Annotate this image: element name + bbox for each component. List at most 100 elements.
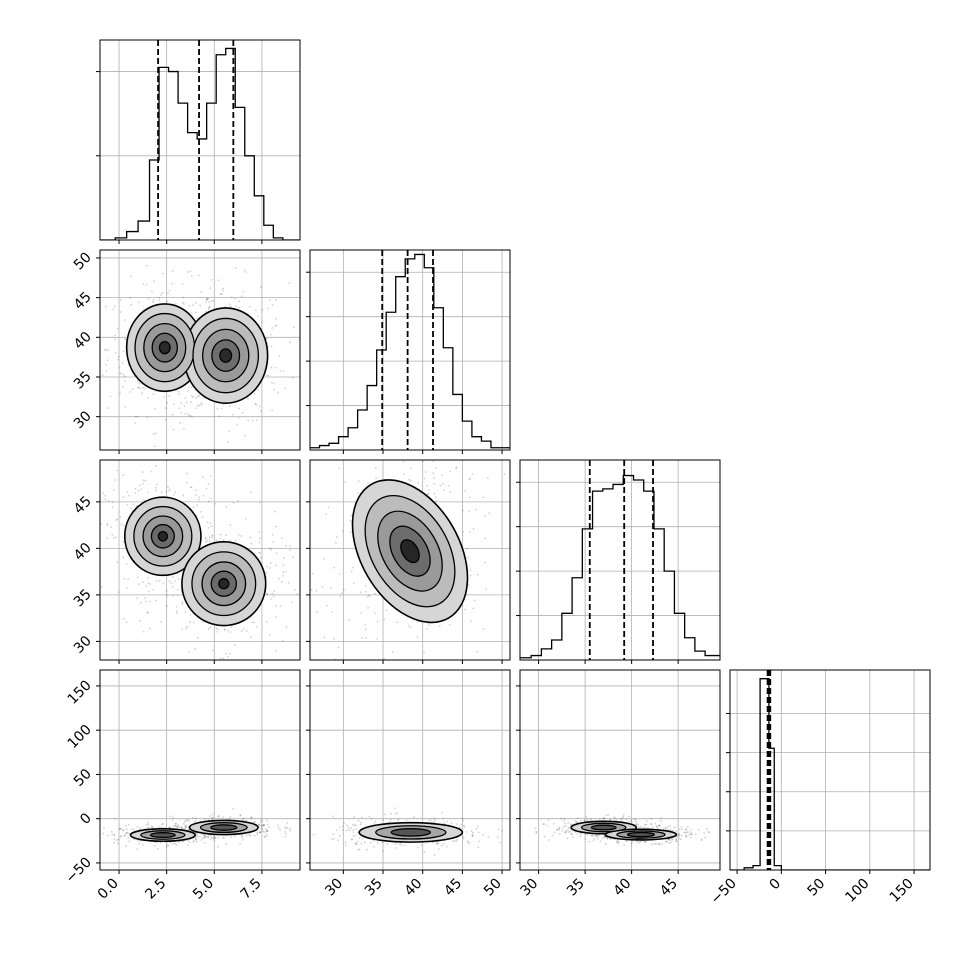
scatter-point [239, 842, 242, 845]
scatter-point [352, 582, 355, 585]
scatter-point [150, 470, 153, 473]
scatter-point [219, 457, 221, 459]
scatter-point [140, 601, 142, 604]
scatter-point [591, 834, 594, 837]
contour-ellipse [400, 539, 420, 564]
scatter-point [275, 317, 278, 320]
scatter-point [259, 831, 262, 834]
scatter-point [426, 484, 429, 487]
scatter-point [603, 817, 606, 820]
panel-1-0 [100, 250, 300, 459]
scatter-point [226, 655, 229, 658]
scatter-point [427, 492, 430, 495]
scatter-point [130, 275, 133, 278]
scatter-point [261, 819, 264, 822]
scatter-point [188, 841, 190, 843]
scatter-point [146, 612, 149, 614]
scatter-point [214, 837, 217, 840]
scatter-point [251, 621, 254, 624]
scatter-point [654, 822, 657, 825]
scatter-point [275, 552, 278, 555]
scatter-point [185, 819, 187, 822]
scatter-point [630, 819, 632, 822]
scatter-point [94, 840, 96, 842]
scatter-point [456, 823, 458, 826]
scatter-point [225, 534, 227, 537]
scatter-point [423, 477, 426, 480]
scatter-point [474, 508, 477, 511]
scatter-point [341, 825, 344, 828]
scatter-point [240, 836, 243, 839]
scatter-point [168, 580, 171, 583]
scatter-point [208, 306, 211, 309]
scatter-point [452, 840, 455, 843]
scatter-point [172, 816, 175, 819]
scatter-point [183, 427, 185, 430]
scatter-point [357, 820, 360, 822]
scatter-point [258, 537, 261, 539]
scatter-point [604, 835, 607, 838]
scatter-point [260, 821, 262, 824]
scatter-point [471, 473, 474, 475]
scatter-point [126, 490, 129, 493]
scatter-point [332, 833, 335, 836]
scatter-point [212, 836, 215, 838]
scatter-point [152, 393, 155, 395]
scatter-point [124, 338, 127, 341]
scatter-point [284, 387, 286, 390]
scatter-point [442, 822, 445, 825]
scatter-point [285, 544, 287, 547]
scatter-point [195, 817, 198, 820]
scatter-point [175, 823, 178, 825]
scatter-point [55, 531, 57, 533]
scatter-point [169, 815, 172, 818]
scatter-point [194, 302, 197, 304]
scatter-point [669, 829, 672, 831]
scatter-point [363, 841, 366, 844]
scatter-point [285, 832, 288, 835]
scatter-point [284, 826, 287, 829]
scatter-point [334, 541, 337, 544]
scatter-point [397, 819, 399, 822]
scatter-point [126, 586, 128, 589]
scatter-point [114, 334, 117, 337]
scatter-point [120, 372, 123, 375]
scatter-point [165, 844, 168, 846]
scatter-point [147, 582, 150, 585]
scatter-point [398, 843, 401, 846]
scatter-point [126, 503, 129, 506]
scatter-point [331, 815, 334, 818]
scatter-point [284, 830, 286, 833]
scatter-point [258, 823, 260, 826]
scatter-point [128, 840, 131, 843]
scatter-point [688, 833, 691, 836]
scatter-point [186, 481, 188, 484]
scatter-point [234, 644, 236, 646]
scatter-point [343, 588, 345, 591]
scatter-point [563, 819, 565, 822]
scatter-point [250, 491, 252, 494]
scatter-point [637, 842, 640, 844]
contour-level [157, 530, 230, 590]
scatter-point [617, 842, 619, 845]
scatter-point [462, 819, 465, 822]
scatter-point [564, 831, 566, 834]
panel-frame [309, 459, 511, 661]
scatter-point [606, 837, 609, 840]
scatter-point [208, 540, 211, 542]
scatter-point [628, 820, 631, 823]
scatter-point [361, 837, 364, 840]
scatter-point [360, 816, 363, 819]
scatter-point [238, 533, 240, 536]
histogram-step [310, 253, 510, 449]
scatter-point [382, 819, 385, 822]
scatter-point [202, 476, 204, 478]
scatter-point [187, 414, 190, 417]
scatter-point [180, 411, 183, 414]
scatter-point [357, 848, 360, 851]
scatter-point [145, 585, 148, 587]
scatter-point [271, 533, 274, 536]
scatter-point [260, 827, 263, 830]
scatter-point [138, 301, 140, 304]
scatter-point [323, 673, 325, 675]
